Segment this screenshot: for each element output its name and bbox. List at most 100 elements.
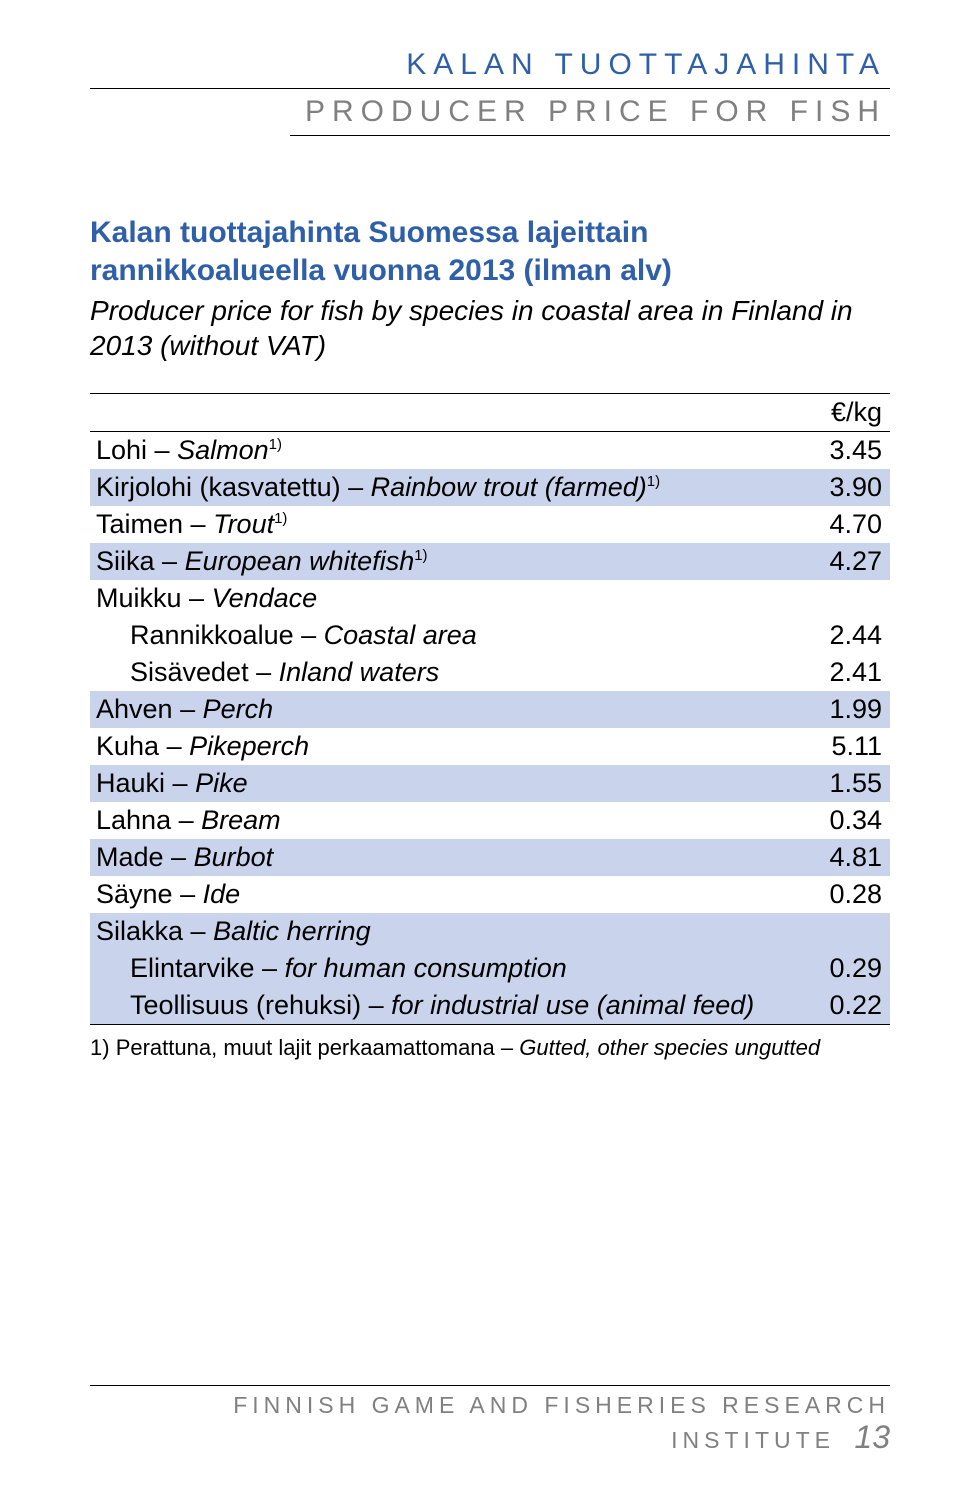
row-label-fi: Elintarvike xyxy=(130,953,255,983)
row-label: Made – Burbot xyxy=(90,839,770,876)
footer-rule xyxy=(90,1385,890,1386)
row-label: Silakka – Baltic herring xyxy=(90,913,770,950)
row-value: 1.99 xyxy=(770,691,890,728)
table-row: Siika – European whitefish1)4.27 xyxy=(90,543,890,580)
table-row: Teollisuus (rehuksi) – for industrial us… xyxy=(90,987,890,1024)
row-label-en: for industrial use (animal feed) xyxy=(391,990,754,1020)
table-row: Taimen – Trout1)4.70 xyxy=(90,506,890,543)
page-number: 13 xyxy=(854,1419,890,1455)
row-label-fi: Muikku xyxy=(96,583,182,613)
row-label-fi: Teollisuus (rehuksi) xyxy=(130,990,361,1020)
row-label-fi: Säyne xyxy=(96,879,173,909)
table-row: Silakka – Baltic herring xyxy=(90,913,890,950)
row-label-fi: Kuha xyxy=(96,731,159,761)
row-label-en: Bream xyxy=(201,805,281,835)
row-value: 3.45 xyxy=(770,432,890,469)
row-sup: 1) xyxy=(414,547,427,564)
title-block: Kalan tuottajahinta Suomessa lajeittain … xyxy=(90,214,890,363)
table-row: Hauki – Pike1.55 xyxy=(90,765,890,802)
row-label: Lahna – Bream xyxy=(90,802,770,839)
table-row: Muikku – Vendace xyxy=(90,580,890,617)
row-label-fi: Siika xyxy=(96,546,155,576)
row-label-en: Ide xyxy=(203,879,241,909)
table-row: Lahna – Bream0.34 xyxy=(90,802,890,839)
table-row: Säyne – Ide0.28 xyxy=(90,876,890,913)
row-label-en: Coastal area xyxy=(324,620,477,650)
row-value: 1.55 xyxy=(770,765,890,802)
row-label: Lohi – Salmon1) xyxy=(90,432,770,469)
row-label: Ahven – Perch xyxy=(90,691,770,728)
row-label-en: European whitefish xyxy=(185,546,415,576)
price-table: €/kg Lohi – Salmon1)3.45Kirjolohi (kasva… xyxy=(90,393,890,1025)
row-value: 2.44 xyxy=(770,617,890,654)
table-bottom-rule xyxy=(90,1024,890,1025)
row-label-fi: Lahna xyxy=(96,805,171,835)
table: €/kg xyxy=(90,394,890,431)
table-row: Sisävedet – Inland waters2.41 xyxy=(90,654,890,691)
row-label: Teollisuus (rehuksi) – for industrial us… xyxy=(90,987,770,1024)
row-label-en: Salmon xyxy=(177,435,269,465)
table-header-unit: €/kg xyxy=(770,394,890,431)
footnote: 1) Perattuna, muut lajit perkaamattomana… xyxy=(90,1035,890,1061)
row-label-en: Inland waters xyxy=(279,657,440,687)
row-label: Siika – European whitefish1) xyxy=(90,543,770,580)
row-label-en: Burbot xyxy=(194,842,274,872)
row-value: 5.11 xyxy=(770,728,890,765)
row-value xyxy=(770,913,890,950)
row-label: Hauki – Pike xyxy=(90,765,770,802)
footer-text: FINNISH GAME AND FISHERIES RESEARCH INST… xyxy=(233,1392,890,1453)
row-value: 4.70 xyxy=(770,506,890,543)
row-label-fi: Silakka xyxy=(96,916,183,946)
row-label-fi: Lohi xyxy=(96,435,147,465)
title-fi: Kalan tuottajahinta Suomessa lajeittain … xyxy=(90,214,890,289)
row-label: Säyne – Ide xyxy=(90,876,770,913)
row-label-en: Vendace xyxy=(212,583,318,613)
row-value: 4.27 xyxy=(770,543,890,580)
table-row: Rannikkoalue – Coastal area2.44 xyxy=(90,617,890,654)
header-title-fi: KALAN TUOTTAJAHINTA xyxy=(290,48,890,82)
row-value: 0.22 xyxy=(770,987,890,1024)
row-sup: 1) xyxy=(269,436,282,453)
footnote-en: Gutted, other species ungutted xyxy=(519,1035,820,1060)
row-label-fi: Kirjolohi (kasvatettu) xyxy=(96,472,341,502)
row-label-en: Pike xyxy=(195,768,248,798)
row-label: Kuha – Pikeperch xyxy=(90,728,770,765)
row-sup: 1) xyxy=(647,473,660,490)
row-label-fi: Hauki xyxy=(96,768,165,798)
table-row: Kirjolohi (kasvatettu) – Rainbow trout (… xyxy=(90,469,890,506)
header-rule-1 xyxy=(90,88,890,89)
table-header-empty xyxy=(90,394,770,431)
table-row: Kuha – Pikeperch5.11 xyxy=(90,728,890,765)
row-label-en: Trout xyxy=(213,509,274,539)
row-label-en: Rainbow trout (farmed) xyxy=(371,472,647,502)
row-label: Muikku – Vendace xyxy=(90,580,770,617)
row-label-en: Perch xyxy=(203,694,274,724)
row-label: Sisävedet – Inland waters xyxy=(90,654,770,691)
row-value: 0.34 xyxy=(770,802,890,839)
footer-line: FINNISH GAME AND FISHERIES RESEARCH INST… xyxy=(90,1392,890,1456)
row-label-fi: Made xyxy=(96,842,164,872)
header: KALAN TUOTTAJAHINTA PRODUCER PRICE FOR F… xyxy=(290,48,890,136)
footnote-marker: 1) xyxy=(90,1035,110,1060)
row-sup: 1) xyxy=(274,510,287,527)
header-rule-2 xyxy=(290,135,890,136)
row-label-fi: Rannikkoalue xyxy=(130,620,294,650)
page: KALAN TUOTTAJAHINTA PRODUCER PRICE FOR F… xyxy=(0,0,960,1502)
title-en: Producer price for fish by species in co… xyxy=(90,293,890,363)
row-value xyxy=(770,580,890,617)
row-value: 0.29 xyxy=(770,950,890,987)
row-label: Elintarvike – for human consumption xyxy=(90,950,770,987)
table-header-row: €/kg xyxy=(90,394,890,431)
row-label-fi: Taimen xyxy=(96,509,183,539)
footer: FINNISH GAME AND FISHERIES RESEARCH INST… xyxy=(90,1385,890,1456)
row-label: Kirjolohi (kasvatettu) – Rainbow trout (… xyxy=(90,469,770,506)
footnote-fi: Perattuna, muut lajit perkaamattomana xyxy=(116,1035,495,1060)
row-label: Taimen – Trout1) xyxy=(90,506,770,543)
table-row: Lohi – Salmon1)3.45 xyxy=(90,432,890,469)
row-label: Rannikkoalue – Coastal area xyxy=(90,617,770,654)
header-title-en: PRODUCER PRICE FOR FISH xyxy=(290,95,890,129)
row-value: 4.81 xyxy=(770,839,890,876)
row-value: 3.90 xyxy=(770,469,890,506)
row-value: 2.41 xyxy=(770,654,890,691)
row-value: 0.28 xyxy=(770,876,890,913)
